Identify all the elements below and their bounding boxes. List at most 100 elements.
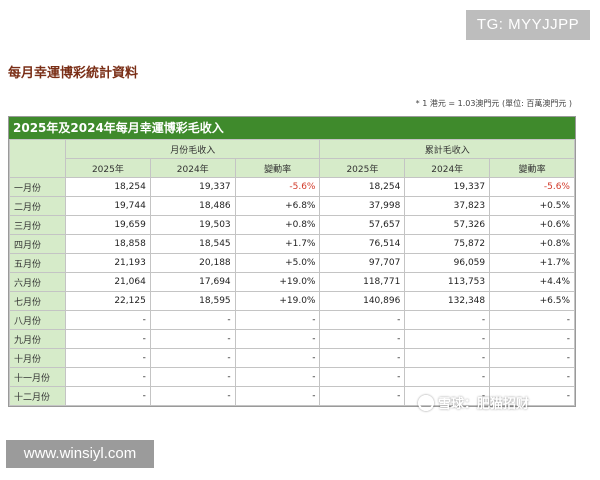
table-cell: 20,188: [149, 253, 236, 273]
table-cell: 96,059: [404, 253, 491, 273]
month-label: 四月份: [9, 234, 66, 254]
col-header: 2024年: [149, 158, 236, 178]
table-cell: -: [404, 310, 491, 330]
table-cell: +6.5%: [489, 291, 575, 311]
table-cell: +19.0%: [234, 291, 321, 311]
table-cell: 18,254: [319, 177, 406, 197]
table-cell: -: [404, 329, 491, 349]
table-cell: -5.6%: [489, 177, 575, 197]
table-cell: +0.6%: [489, 215, 575, 235]
table-row: 一月份 18,254 19,337 -5.6% 18,254 19,337 -5.6%: [9, 177, 575, 197]
table-caption: 2025年及2024年每月幸運博彩毛收入: [9, 117, 575, 139]
table-row: 十月份 - - - - - -: [9, 348, 575, 368]
table-cell: 132,348: [404, 291, 491, 311]
table-cell: +1.7%: [234, 234, 321, 254]
table-cell: 37,823: [404, 196, 491, 216]
group-header-cumulative: 累計毛收入: [319, 139, 575, 159]
month-label: 七月份: [9, 291, 66, 311]
month-label: 五月份: [9, 253, 66, 273]
table-cell: 22,125: [65, 291, 151, 311]
table-cell: 21,193: [65, 253, 151, 273]
table-cell: 18,254: [65, 177, 151, 197]
table-cell: -: [234, 348, 321, 368]
month-label: 二月份: [9, 196, 66, 216]
table-row: 三月份 19,659 19,503 +0.8% 57,657 57,326 +0.6%: [9, 215, 575, 235]
table-cell: -: [234, 367, 321, 387]
table-cell: +0.8%: [489, 234, 575, 254]
table-cell: -: [489, 310, 575, 330]
table-row: 八月份 - - - - - -: [9, 310, 575, 330]
table-cell: 21,064: [65, 272, 151, 292]
table-cell: -: [234, 310, 321, 330]
col-header: 2025年: [319, 158, 406, 178]
table-row: 六月份 21,064 17,694 +19.0% 118,771 113,753 +4.4%: [9, 272, 575, 292]
col-header: 變動率: [489, 158, 575, 178]
month-label: 六月份: [9, 272, 66, 292]
group-header-row: 月份毛收入 累計毛收入: [9, 139, 575, 178]
table-cell: 37,998: [319, 196, 406, 216]
month-label: 十月份: [9, 348, 66, 368]
table-cell: -: [319, 386, 406, 406]
table-cell: -: [489, 329, 575, 349]
table-cell: 18,545: [149, 234, 236, 254]
table-cell: 75,872: [404, 234, 491, 254]
table-cell: -: [489, 348, 575, 368]
table-cell: 118,771: [319, 272, 406, 292]
table-cell: 76,514: [319, 234, 406, 254]
table-cell: -: [149, 367, 236, 387]
corner-cell: [9, 139, 66, 178]
table-row: 十二月份 - - - - - -: [9, 386, 575, 406]
watermark-text: 雪球：肥猫招财: [438, 397, 530, 412]
table-cell: -: [65, 310, 151, 330]
table-cell: -: [234, 329, 321, 349]
table-cell: 113,753: [404, 272, 491, 292]
table-cell: +1.7%: [489, 253, 575, 273]
month-label: 八月份: [9, 310, 66, 330]
watermark: 雪球：肥猫招财: [418, 393, 529, 412]
table-cell: +0.8%: [234, 215, 321, 235]
col-header: 變動率: [234, 158, 321, 178]
table-cell: +4.4%: [489, 272, 575, 292]
table-cell: 97,707: [319, 253, 406, 273]
table-cell: -: [149, 310, 236, 330]
table-cell: -: [65, 367, 151, 387]
table-cell: -: [149, 329, 236, 349]
table-cell: 18,858: [65, 234, 151, 254]
table-cell: 57,326: [404, 215, 491, 235]
revenue-table: 月份毛收入 累計毛收入 2025年 2024年 變動率 2025年 2024年 …: [9, 139, 575, 406]
table-cell: 19,659: [65, 215, 151, 235]
table-row: 五月份 21,193 20,188 +5.0% 97,707 96,059 +1.7%: [9, 253, 575, 273]
page-title: 每月幸運博彩統計資料: [8, 66, 139, 81]
table-cell: +19.0%: [234, 272, 321, 292]
table-cell: 140,896: [319, 291, 406, 311]
table-cell: -: [319, 310, 406, 330]
table-cell: -: [65, 386, 151, 406]
table-cell: +6.8%: [234, 196, 321, 216]
month-label: 十二月份: [9, 386, 66, 406]
table-cell: 57,657: [319, 215, 406, 235]
table-cell: -: [319, 348, 406, 368]
table-cell: -5.6%: [234, 177, 321, 197]
table-cell: -: [65, 329, 151, 349]
month-label: 一月份: [9, 177, 66, 197]
table-row: 二月份 19,744 18,486 +6.8% 37,998 37,823 +0.5%: [9, 196, 575, 216]
table-row: 四月份 18,858 18,545 +1.7% 76,514 75,872 +0.8%: [9, 234, 575, 254]
table-cell: -: [489, 386, 575, 406]
sub-header-row: 2025年 2024年 變動率 2025年 2024年 變動率: [10, 158, 575, 178]
table-row: 七月份 22,125 18,595 +19.0% 140,896 132,348 +6.5%: [9, 291, 575, 311]
month-label: 九月份: [9, 329, 66, 349]
table-cell: -: [234, 386, 321, 406]
month-label: 三月份: [9, 215, 66, 235]
table-cell: -: [319, 329, 406, 349]
table-cell: -: [149, 386, 236, 406]
table-cell: -: [149, 348, 236, 368]
snowball-icon: [418, 394, 434, 411]
table-cell: -: [319, 367, 406, 387]
website-sticker: www.winsiyl.com: [6, 440, 154, 468]
table-row: 九月份 - - - - - -: [9, 329, 575, 349]
table-cell: 19,503: [149, 215, 236, 235]
table-cell: -: [404, 348, 491, 368]
table-body: 一月份 18,254 19,337 -5.6% 18,254 19,337 -5.6% 二月份…: [9, 177, 575, 406]
table-row: 十一月份 - - - - - -: [9, 367, 575, 387]
table-cell: 19,744: [65, 196, 151, 216]
